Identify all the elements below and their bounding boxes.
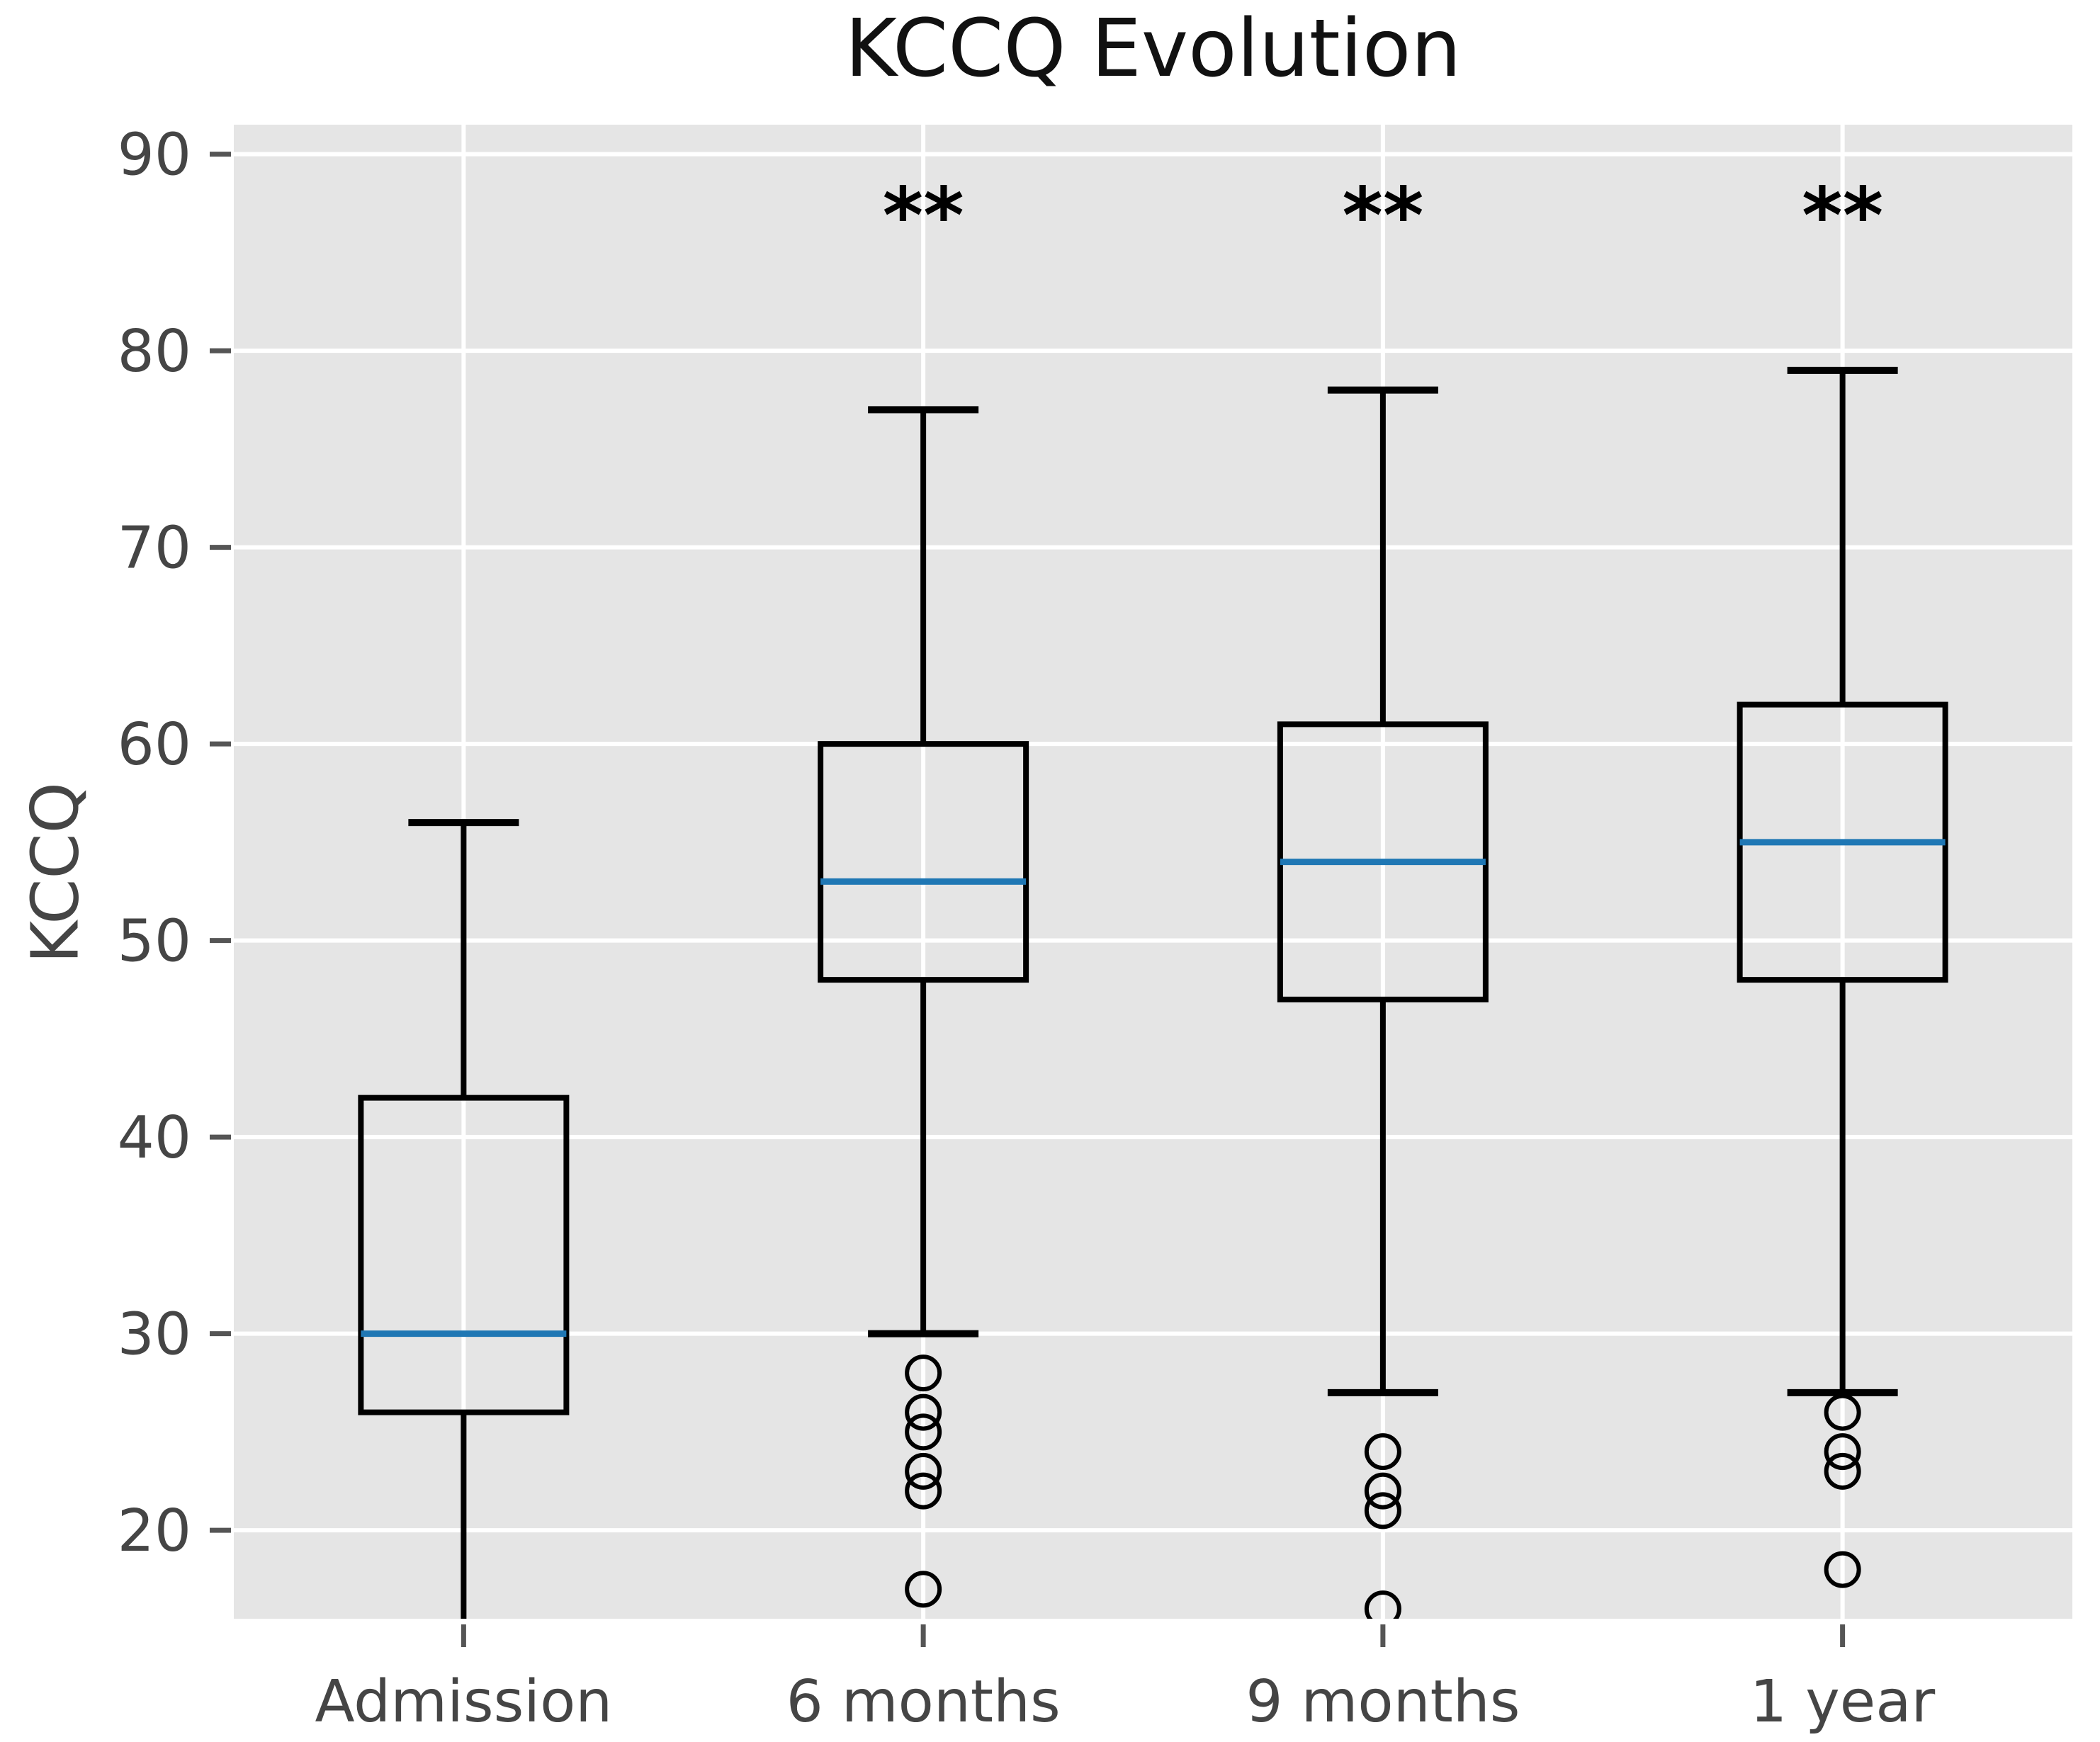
box-group-admission <box>358 819 570 1619</box>
iqr-box-6-months <box>818 741 1029 983</box>
y-tick-label-70: 70 <box>118 515 191 582</box>
outlier-6-months-25 <box>905 1413 942 1451</box>
y-tick-label-50: 50 <box>118 908 191 975</box>
outlier-6-months-26 <box>905 1393 942 1431</box>
y-tick-label-40: 40 <box>118 1104 191 1172</box>
outlier-6-months-22 <box>905 1472 942 1510</box>
outlier-1-year-24 <box>1824 1433 1861 1471</box>
outlier-6-months-28 <box>905 1354 942 1392</box>
plot-area <box>234 125 2072 1619</box>
outlier-1-year-26 <box>1824 1393 1861 1431</box>
y-tick-label-90: 90 <box>118 122 191 189</box>
iqr-box-admission <box>358 1095 570 1415</box>
outlier-9-months-21 <box>1364 1492 1401 1529</box>
outlier-6-months-17 <box>905 1571 942 1608</box>
x-tick-label-admission: Admission <box>315 1668 613 1736</box>
x-axis: Admission 6 months 9 months 1 year <box>315 1624 1935 1736</box>
box-group-6-months: ** <box>818 171 1029 1608</box>
significance-marker-6-months: ** <box>883 171 964 261</box>
significance-marker-9-months: ** <box>1342 171 1423 261</box>
outlier-6-months-23 <box>905 1452 942 1490</box>
gridlines <box>234 125 2072 1619</box>
y-tick-label-80: 80 <box>118 318 191 385</box>
outlier-9-months-24 <box>1364 1433 1401 1471</box>
x-tick-label-1-year: 1 year <box>1750 1668 1935 1736</box>
outlier-1-year-23 <box>1824 1452 1861 1490</box>
x-tick-label-6-months: 6 months <box>786 1668 1061 1736</box>
y-axis: 20 30 40 50 60 70 80 90 <box>118 122 231 1565</box>
boxes-layer: ** ** ** <box>358 171 1948 1619</box>
y-tick-label-30: 30 <box>118 1301 191 1369</box>
chart-title: KCCQ Evolution <box>845 3 1462 95</box>
significance-marker-1-year: ** <box>1802 171 1883 261</box>
y-tick-label-60: 60 <box>118 711 191 779</box>
outlier-1-year-18 <box>1824 1551 1861 1588</box>
outlier-9-months-16 <box>1364 1590 1401 1619</box>
outlier-9-months-22 <box>1364 1472 1401 1510</box>
x-tick-label-9-months: 9 months <box>1246 1668 1520 1736</box>
box-group-9-months: ** <box>1277 171 1489 1619</box>
y-tick-label-20: 20 <box>118 1498 191 1565</box>
box-group-1-year: ** <box>1737 171 1948 1588</box>
